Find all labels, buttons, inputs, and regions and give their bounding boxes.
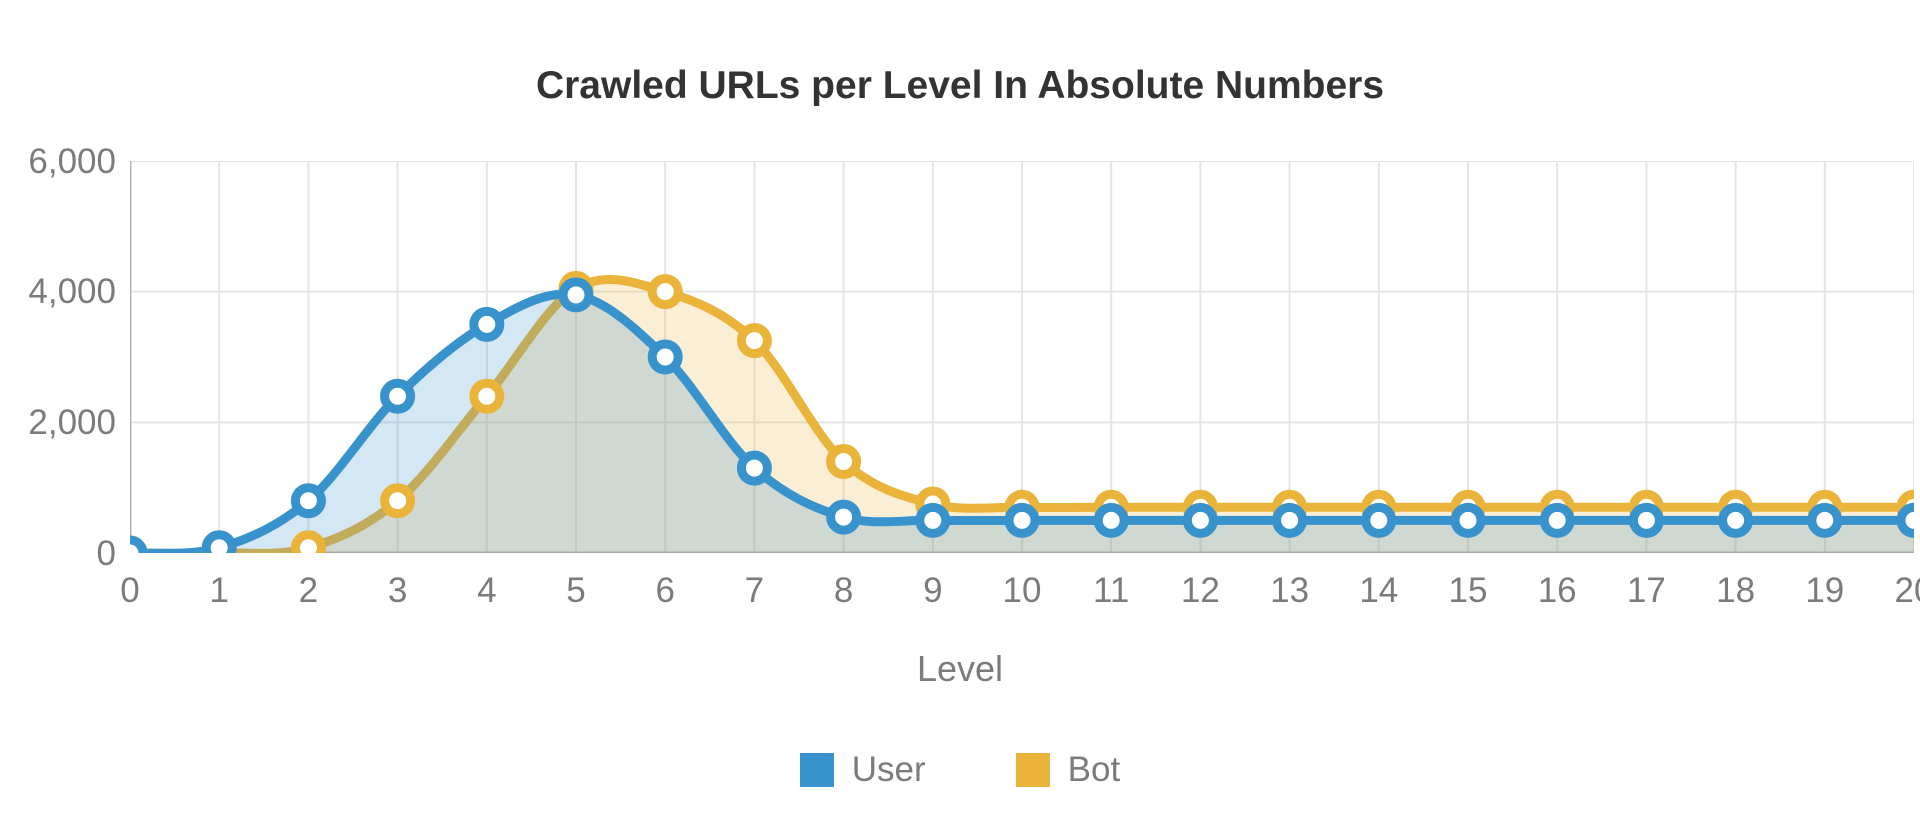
legend-swatch bbox=[1016, 753, 1050, 787]
x-tick-label: 11 bbox=[1093, 571, 1129, 611]
series-marker-user bbox=[1009, 507, 1035, 533]
x-tick-label: 12 bbox=[1181, 571, 1220, 611]
x-tick-label: 3 bbox=[388, 571, 407, 611]
series-marker-user bbox=[1723, 507, 1749, 533]
series-marker-user bbox=[130, 540, 143, 553]
chart-container: Crawled URLs per Level In Absolute Numbe… bbox=[0, 0, 1920, 837]
x-tick-label: 6 bbox=[655, 571, 674, 611]
series-marker-user bbox=[1812, 507, 1838, 533]
x-tick-label: 16 bbox=[1538, 571, 1577, 611]
x-tick-label: 10 bbox=[1003, 571, 1042, 611]
series-marker-user bbox=[206, 535, 232, 553]
x-tick-label: 0 bbox=[120, 571, 139, 611]
x-tick-label: 9 bbox=[923, 571, 942, 611]
y-tick-label: 0 bbox=[97, 534, 116, 574]
chart-title: Crawled URLs per Level In Absolute Numbe… bbox=[0, 64, 1920, 108]
series-marker-user bbox=[1455, 507, 1481, 533]
legend-label: Bot bbox=[1068, 750, 1121, 790]
series-marker-bot bbox=[474, 383, 500, 409]
x-tick-label: 1 bbox=[209, 571, 228, 611]
series-marker-user bbox=[1098, 507, 1124, 533]
x-tick-label: 14 bbox=[1359, 571, 1398, 611]
series-marker-user bbox=[295, 488, 321, 514]
x-tick-label: 7 bbox=[745, 571, 764, 611]
x-tick-label: 13 bbox=[1270, 571, 1309, 611]
series-marker-bot bbox=[652, 279, 678, 305]
legend-label: User bbox=[852, 750, 926, 790]
series-marker-bot bbox=[831, 449, 857, 475]
x-tick-label: 4 bbox=[477, 571, 496, 611]
x-tick-label: 20 bbox=[1895, 571, 1920, 611]
series-marker-user bbox=[831, 504, 857, 530]
x-tick-label: 19 bbox=[1805, 571, 1844, 611]
x-tick-label: 17 bbox=[1627, 571, 1666, 611]
series-marker-user bbox=[563, 282, 589, 308]
series-marker-bot bbox=[741, 328, 767, 354]
legend-item: Bot bbox=[1016, 750, 1121, 790]
series-marker-user bbox=[1901, 507, 1914, 533]
series-marker-user bbox=[652, 344, 678, 370]
x-tick-label: 5 bbox=[566, 571, 585, 611]
plot-area bbox=[130, 161, 1914, 553]
x-axis-title: Level bbox=[0, 648, 1920, 690]
series-marker-user bbox=[1633, 507, 1659, 533]
legend-item: User bbox=[800, 750, 926, 790]
y-tick-label: 4,000 bbox=[28, 272, 116, 312]
series-marker-user bbox=[385, 383, 411, 409]
x-tick-label: 8 bbox=[834, 571, 853, 611]
series-marker-user bbox=[1277, 507, 1303, 533]
x-tick-label: 2 bbox=[299, 571, 318, 611]
series-marker-user bbox=[1544, 507, 1570, 533]
legend: User Bot bbox=[0, 750, 1920, 790]
series-marker-bot bbox=[385, 488, 411, 514]
x-tick-label: 18 bbox=[1716, 571, 1755, 611]
series-marker-user bbox=[920, 507, 946, 533]
series-marker-user bbox=[1187, 507, 1213, 533]
legend-swatch bbox=[800, 753, 834, 787]
series-marker-user bbox=[741, 455, 767, 481]
y-tick-label: 2,000 bbox=[28, 403, 116, 443]
y-tick-label: 6,000 bbox=[28, 142, 116, 182]
series-marker-user bbox=[1366, 507, 1392, 533]
series-marker-user bbox=[474, 311, 500, 337]
x-tick-label: 15 bbox=[1449, 571, 1488, 611]
series-marker-bot bbox=[295, 535, 321, 553]
